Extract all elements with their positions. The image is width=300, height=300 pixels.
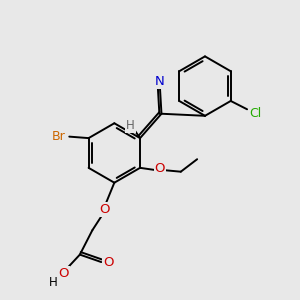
Text: O: O (103, 256, 114, 268)
Text: O: O (100, 203, 110, 216)
Text: O: O (58, 267, 69, 280)
Text: Br: Br (52, 130, 66, 143)
Text: H: H (49, 276, 58, 289)
Text: H: H (126, 119, 135, 132)
Text: O: O (155, 162, 165, 175)
Text: N: N (155, 75, 165, 88)
Text: Cl: Cl (249, 107, 261, 120)
